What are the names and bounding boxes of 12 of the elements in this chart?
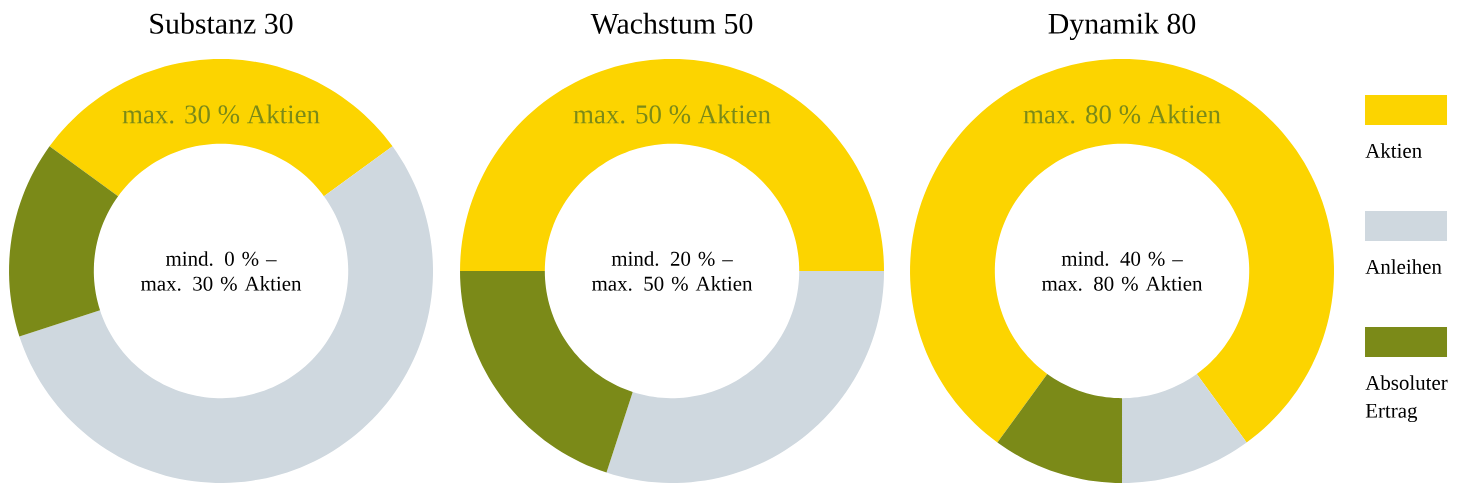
legend-label: Absoluter Ertrag: [1365, 375, 1448, 423]
text: mind. 20 % – max. 50 % Aktien: [591, 251, 753, 291]
text: max. 50 % Aktien: [573, 104, 771, 124]
legend-label: Anleihen: [1365, 259, 1442, 274]
chart-title: Substanz 30: [150, 12, 293, 34]
legend-label: Aktien: [1365, 143, 1422, 158]
text: max. 80 % Aktien: [1023, 104, 1221, 124]
chart-title: Dynamik 80: [1048, 12, 1196, 40]
text: mind. 0 % – max. 30 % Aktien: [140, 251, 302, 291]
chart-title: Wachstum 50: [590, 12, 753, 34]
text: max. 30 % Aktien: [122, 104, 320, 124]
text: mind. 40 % – max. 80 % Aktien: [1041, 251, 1203, 291]
